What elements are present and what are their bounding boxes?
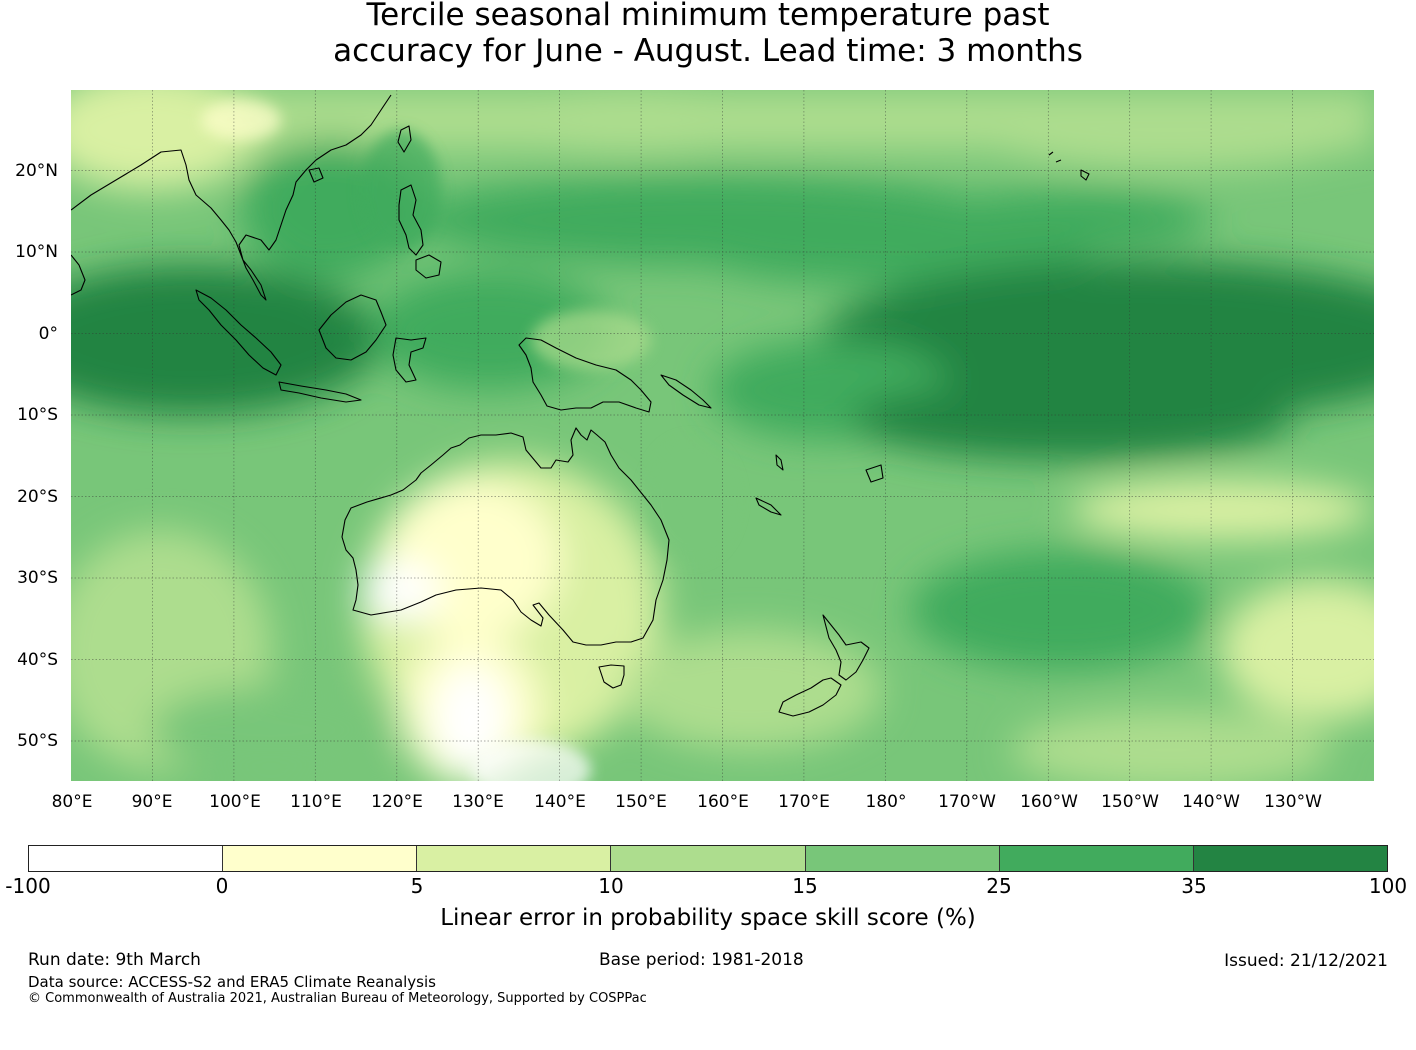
lon-label-90e: 90°E xyxy=(131,792,173,812)
lon-label-160e: 160°E xyxy=(697,792,749,812)
lat-label-20s: 20°S xyxy=(17,486,58,507)
lon-label-140e: 140°E xyxy=(534,792,586,812)
colorbar-tick: 0 xyxy=(215,874,229,898)
colorbar-segment-35-100 xyxy=(1193,846,1387,871)
new-guinea-coastline xyxy=(518,337,652,413)
colorbar-segment-10-15 xyxy=(611,846,806,871)
lon-label-150w: 150°W xyxy=(1101,792,1159,812)
lat-label-20n: 20°N xyxy=(15,160,58,181)
data-source: Data source: ACCESS-S2 and ERA5 Climate … xyxy=(28,973,436,991)
copyright: © Commonwealth of Australia 2021, Austra… xyxy=(28,991,647,1006)
colorbar-tick: 100 xyxy=(1368,874,1408,898)
tasmania-coastline xyxy=(598,664,625,689)
hainan-coastline xyxy=(308,167,324,183)
colorbar-tick: 10 xyxy=(598,874,624,898)
lon-label-180: 180° xyxy=(865,792,907,812)
lat-label-30s: 30°S xyxy=(17,568,58,588)
chart-title-line-1: Tercile seasonal minimum temperature pas… xyxy=(366,0,1050,33)
run-date: Run date: 9th March xyxy=(28,950,201,970)
new-caledonia-coastline xyxy=(755,497,782,516)
solomon-islands-coastline xyxy=(660,374,712,409)
taiwan-coastline xyxy=(397,125,412,153)
colorbar-tick: -100 xyxy=(5,874,51,898)
skill-score-field xyxy=(71,90,1374,781)
sumatra-coastline xyxy=(195,289,282,376)
lon-label-80e: 80°E xyxy=(51,792,93,812)
lat-label-40s: 40°S xyxy=(17,649,58,670)
colorbar-tick: 5 xyxy=(410,874,424,898)
india-coastline xyxy=(71,254,86,296)
lon-label-110e: 110°E xyxy=(290,792,342,812)
colorbar xyxy=(28,845,1388,872)
gridlines xyxy=(71,90,1374,781)
vanuatu-coastline xyxy=(775,454,784,471)
lat-label-10s: 10°S xyxy=(17,405,58,425)
colorbar-label: Linear error in probability space skill … xyxy=(440,905,976,931)
lon-label-140w: 140°W xyxy=(1182,792,1240,812)
philippines-coastline xyxy=(398,184,442,279)
colorbar-segment-0-5 xyxy=(223,846,418,871)
colorbar-segment-15-25 xyxy=(805,846,1000,871)
lon-label-150e: 150°E xyxy=(615,792,667,812)
lon-label-130e: 130°E xyxy=(452,792,504,812)
sulawesi-coastline xyxy=(392,337,427,383)
coastlines xyxy=(71,94,1090,717)
lon-label-170e: 170°E xyxy=(778,792,830,812)
lat-label-50s: 50°S xyxy=(17,731,58,751)
lon-label-160w: 160°W xyxy=(1020,792,1078,812)
new-zealand-south-island xyxy=(778,677,842,717)
base-period: Base period: 1981-2018 xyxy=(599,950,804,970)
colorbar-segment-5-10 xyxy=(417,846,612,871)
colorbar-segment-25-35 xyxy=(999,846,1194,871)
java-coastline xyxy=(278,381,362,403)
lat-label-10n: 10°N xyxy=(15,242,58,262)
fiji-coastline xyxy=(865,464,884,483)
skill-score-map xyxy=(71,90,1374,781)
new-zealand-north-island xyxy=(822,614,870,681)
lon-label-130w: 130°W xyxy=(1264,792,1322,812)
se-asia-mainland-coastline xyxy=(71,94,392,301)
chart-title-line-2: accuracy for June - August. Lead time: 3… xyxy=(333,33,1083,69)
colorbar-tick: 35 xyxy=(1181,874,1207,898)
colorbar-tick: 25 xyxy=(986,874,1012,898)
colorbar-tick: 15 xyxy=(792,874,818,898)
borneo-coastline xyxy=(318,294,387,361)
hawaii-coastline xyxy=(1048,151,1090,181)
lat-label-0: 0° xyxy=(38,323,58,344)
australia-coastline xyxy=(341,427,670,646)
lon-label-120e: 120°E xyxy=(371,792,423,812)
issued-date: Issued: 21/12/2021 xyxy=(1224,951,1388,971)
lon-label-100e: 100°E xyxy=(209,792,261,812)
lon-label-170w: 170°W xyxy=(938,792,996,812)
colorbar-segment-neg100-0 xyxy=(29,846,224,871)
